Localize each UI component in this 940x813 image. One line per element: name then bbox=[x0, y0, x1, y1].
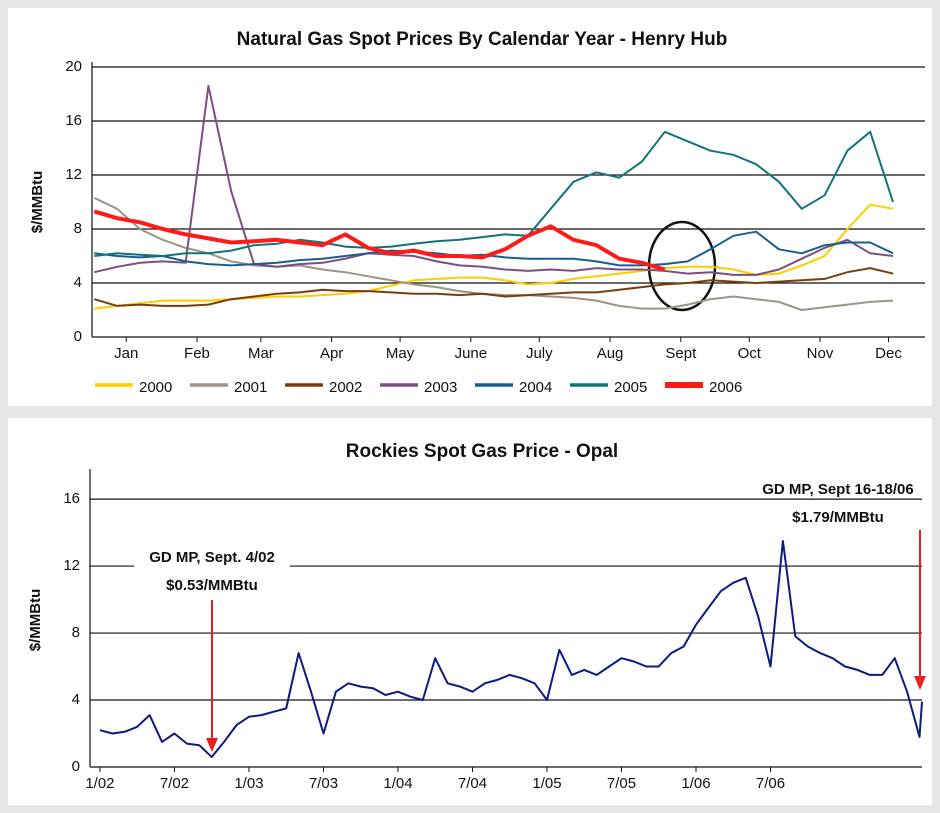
annotation: GD MP, Sept 16-18/06 bbox=[762, 481, 913, 498]
x-tick-label: Feb bbox=[184, 345, 210, 362]
series-line bbox=[94, 230, 894, 267]
x-tick-label: Dec bbox=[875, 345, 902, 362]
annotation-box bbox=[134, 540, 290, 602]
x-tick-label: Mar bbox=[248, 345, 274, 362]
x-tick-label: 1/06 bbox=[681, 775, 710, 792]
y-tick-label: 0 bbox=[72, 758, 80, 775]
y-tick-label: 20 bbox=[65, 58, 82, 75]
x-tick-label: 1/03 bbox=[234, 775, 263, 792]
y-tick-label: 8 bbox=[72, 624, 80, 641]
x-tick-label: June bbox=[455, 345, 488, 362]
series-line bbox=[94, 267, 894, 307]
x-tick-label: 7/03 bbox=[309, 775, 338, 792]
annotation-arrowhead bbox=[914, 676, 926, 690]
x-tick-label: 7/04 bbox=[458, 775, 487, 792]
y-tick-label: 4 bbox=[74, 274, 82, 291]
x-tick-label: 1/05 bbox=[532, 775, 561, 792]
legend-label: 2000 bbox=[139, 379, 172, 396]
x-tick-label: 1/02 bbox=[85, 775, 114, 792]
x-tick-label: Sept bbox=[665, 345, 697, 362]
y-tick-label: 12 bbox=[63, 557, 80, 574]
legend-label: 2003 bbox=[424, 379, 457, 396]
x-tick-label: May bbox=[386, 345, 415, 362]
x-tick-label: 7/05 bbox=[607, 775, 636, 792]
x-tick-label: Oct bbox=[738, 345, 762, 362]
legend-label: 2004 bbox=[519, 379, 552, 396]
y-axis-label: $/MMBtu bbox=[27, 589, 44, 652]
annotation: GD MP, Sept. 4/02 bbox=[149, 549, 275, 566]
y-tick-label: 4 bbox=[72, 691, 80, 708]
legend-label: 2005 bbox=[614, 379, 647, 396]
x-tick-label: Nov bbox=[807, 345, 834, 362]
y-tick-label: 0 bbox=[74, 328, 82, 345]
x-tick-label: 1/04 bbox=[383, 775, 412, 792]
legend-label: 2006 bbox=[709, 379, 742, 396]
series-line bbox=[99, 540, 923, 758]
y-tick-label: 8 bbox=[74, 220, 82, 237]
annotation: $0.53/MMBtu bbox=[166, 577, 258, 594]
x-tick-label: Aug bbox=[597, 345, 624, 362]
legend-label: 2002 bbox=[329, 379, 362, 396]
series-line bbox=[93, 209, 666, 272]
y-tick-label: 12 bbox=[65, 166, 82, 183]
x-tick-label: July bbox=[526, 345, 553, 362]
panel bbox=[8, 8, 932, 406]
series-line bbox=[94, 84, 894, 276]
y-tick-label: 16 bbox=[65, 112, 82, 129]
chart-title: Natural Gas Spot Prices By Calendar Year… bbox=[237, 29, 728, 50]
x-tick-label: Jan bbox=[114, 345, 138, 362]
y-tick-label: 16 bbox=[63, 490, 80, 507]
series-line bbox=[94, 130, 894, 257]
chart-title: Rockies Spot Gas Price - Opal bbox=[346, 441, 618, 462]
annotation-arrowhead bbox=[206, 738, 218, 752]
annotation: $1.79/MMBtu bbox=[792, 509, 884, 526]
panel bbox=[8, 418, 932, 805]
x-tick-label: 7/06 bbox=[756, 775, 785, 792]
x-tick-label: 7/02 bbox=[160, 775, 189, 792]
x-tick-label: Apr bbox=[320, 345, 343, 362]
legend-label: 2001 bbox=[234, 379, 267, 396]
y-axis-label: $/MMBtu bbox=[29, 171, 46, 234]
